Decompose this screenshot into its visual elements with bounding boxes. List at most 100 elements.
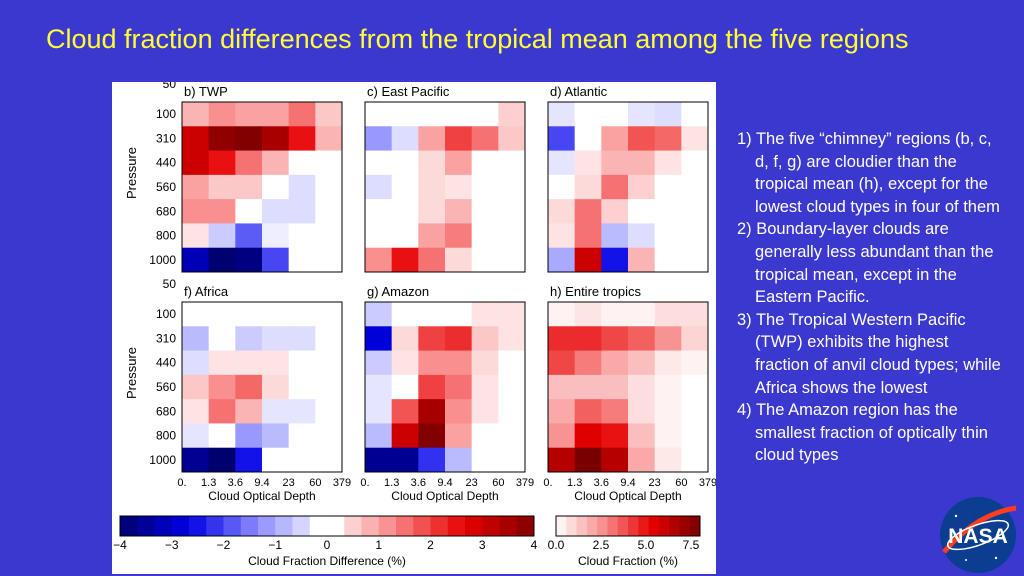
- y-tick-label: 440: [156, 156, 176, 170]
- heatmap-cell: [471, 350, 499, 376]
- heatmap-cell: [288, 302, 316, 327]
- heatmap-cell: [182, 326, 210, 351]
- x-tick-label: 1.3: [201, 477, 216, 489]
- heatmap-cell: [574, 423, 602, 449]
- heatmap-cell: [288, 199, 316, 224]
- heatmap-cell: [471, 223, 499, 249]
- colorbar-frame: [555, 515, 701, 537]
- heatmap-cell: [391, 326, 419, 351]
- colorbar-swatch: [597, 516, 608, 536]
- colorbar-swatch: [309, 516, 328, 536]
- heatmap-cell: [548, 102, 576, 127]
- heatmap-cell: [391, 199, 419, 224]
- heatmap-cell: [628, 174, 656, 200]
- heatmap-cell: [654, 302, 682, 327]
- colorbar-swatch: [327, 516, 345, 536]
- heatmap-cell: [471, 423, 499, 449]
- colorbar-swatch: [137, 516, 155, 536]
- colorbar-swatch: [258, 516, 276, 536]
- heatmap-cell: [681, 350, 709, 376]
- heatmap-cell: [498, 174, 526, 200]
- panel-frame: [547, 101, 709, 273]
- heatmap-cell: [498, 423, 526, 449]
- logo-chevron: [942, 505, 1017, 554]
- heatmap-cell: [365, 223, 393, 249]
- heatmap-cell: [654, 374, 682, 400]
- heatmap-cell: [288, 247, 316, 273]
- heatmap-cell: [235, 223, 263, 249]
- x-tick-label: 379: [516, 477, 534, 489]
- heatmap-cell: [391, 399, 419, 424]
- colorbar-swatch: [482, 516, 500, 536]
- heatmap-cell: [391, 374, 419, 400]
- heatmap-cell: [654, 102, 682, 127]
- colorbar-swatch: [679, 516, 691, 536]
- heatmap-cell: [391, 247, 419, 273]
- heatmap-cell: [471, 326, 499, 351]
- heatmap-cell: [445, 223, 473, 249]
- panel-frame: [364, 301, 526, 473]
- heatmap-cell: [418, 223, 446, 249]
- heatmap-cell: [548, 326, 576, 351]
- heatmap-cell: [574, 174, 602, 200]
- heatmap-cell: [628, 350, 656, 376]
- heatmap-cell: [601, 302, 629, 327]
- heatmap-cell: [262, 247, 290, 273]
- heatmap-cell: [601, 102, 629, 127]
- heatmap-cell: [182, 350, 210, 376]
- bullet-item: 3) The Tropical Western Pacific (TWP) ex…: [737, 310, 1001, 397]
- heatmap-cell: [445, 350, 473, 376]
- heatmap-cell: [445, 399, 473, 424]
- heatmap-cell: [574, 150, 602, 176]
- heatmap-cell: [628, 223, 656, 249]
- y-tick-label: 680: [156, 204, 176, 218]
- heatmap-cell: [548, 223, 576, 249]
- heatmap-figure: b) TWP 50 100 310 440 560 680 800 1000 Pressure c)…: [112, 82, 716, 574]
- x-tick-label: 9.4: [620, 477, 635, 489]
- colorbar-swatch: [154, 516, 173, 536]
- heatmap-cell: [548, 374, 576, 400]
- heatmap-cell: [445, 247, 473, 273]
- heatmap-cell: [548, 247, 576, 273]
- colorbar-tick-label: 0: [324, 538, 331, 552]
- colorbar-swatch: [576, 516, 588, 536]
- heatmap-cell: [471, 247, 499, 273]
- heatmap-cell: [418, 447, 446, 473]
- heatmap-cell: [418, 102, 446, 127]
- colorbar-swatch: [499, 516, 518, 536]
- logo-star: [965, 559, 967, 561]
- heatmap-cell: [498, 326, 526, 351]
- heatmap-cell: [654, 223, 682, 249]
- heatmap-cell: [498, 350, 526, 376]
- heatmap-cell: [628, 150, 656, 176]
- colorbar-tick-label: 7.5: [683, 538, 700, 552]
- heatmap-cell: [654, 199, 682, 224]
- heatmap-cell: [445, 126, 473, 151]
- heatmap-cell: [445, 302, 473, 327]
- heatmap-cell: [601, 150, 629, 176]
- heatmap-cell: [628, 423, 656, 449]
- colorbar-tick-label: 5.0: [638, 538, 655, 552]
- heatmap-cell: [628, 247, 656, 273]
- y-tick-label: 310: [156, 131, 176, 145]
- heatmap-cell: [628, 399, 656, 424]
- heatmap-cell: [418, 374, 446, 400]
- heatmap-cell: [654, 399, 682, 424]
- colorbar-swatch: [447, 516, 466, 536]
- heatmap-cell: [654, 423, 682, 449]
- colorbar-tick-label: 4: [531, 538, 538, 552]
- heatmap-cell: [391, 302, 419, 327]
- colorbar-swatch: [275, 516, 293, 536]
- heatmap-cell: [182, 102, 210, 127]
- heatmap-cell: [288, 150, 316, 176]
- heatmap-cell: [681, 302, 709, 327]
- heatmap-cell: [182, 174, 210, 200]
- heatmap-cell: [315, 174, 343, 200]
- colorbar-swatch: [556, 516, 567, 536]
- x-tick-label: 0.: [177, 477, 186, 489]
- logo-orbit: [946, 519, 1010, 551]
- heatmap-cell: [365, 199, 393, 224]
- heatmap-cell: [208, 150, 236, 176]
- heatmap-cell: [471, 102, 499, 127]
- heatmap-cell: [235, 174, 263, 200]
